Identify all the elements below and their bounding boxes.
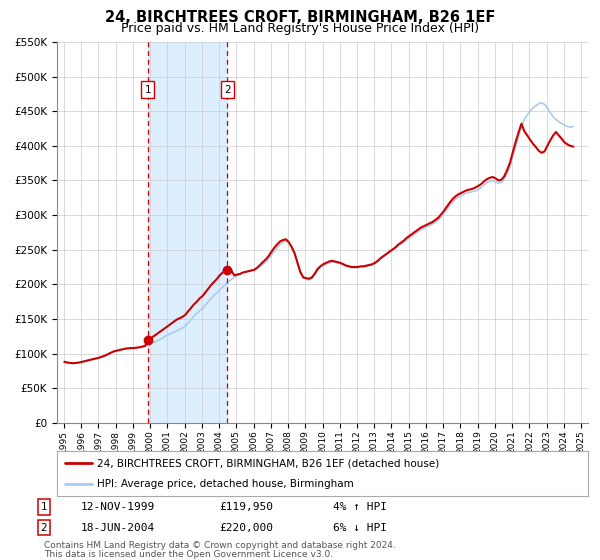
Text: HPI: Average price, detached house, Birmingham: HPI: Average price, detached house, Birm… (97, 479, 353, 489)
Text: 1: 1 (145, 85, 151, 95)
Text: 2: 2 (40, 522, 47, 533)
Text: This data is licensed under the Open Government Licence v3.0.: This data is licensed under the Open Gov… (44, 550, 333, 559)
Text: 18-JUN-2004: 18-JUN-2004 (81, 522, 155, 533)
Text: 24, BIRCHTREES CROFT, BIRMINGHAM, B26 1EF (detached house): 24, BIRCHTREES CROFT, BIRMINGHAM, B26 1E… (97, 458, 439, 468)
Bar (148, 42, 227, 423)
Text: Price paid vs. HM Land Registry's House Price Index (HPI): Price paid vs. HM Land Registry's House … (121, 22, 479, 35)
Text: 12-NOV-1999: 12-NOV-1999 (81, 502, 155, 512)
Text: 2: 2 (224, 85, 230, 95)
Text: £220,000: £220,000 (219, 522, 273, 533)
Text: 4% ↑ HPI: 4% ↑ HPI (333, 502, 387, 512)
Text: 24, BIRCHTREES CROFT, BIRMINGHAM, B26 1EF: 24, BIRCHTREES CROFT, BIRMINGHAM, B26 1E… (105, 10, 495, 25)
Text: 6% ↓ HPI: 6% ↓ HPI (333, 522, 387, 533)
Text: £119,950: £119,950 (219, 502, 273, 512)
Text: 1: 1 (40, 502, 47, 512)
Text: Contains HM Land Registry data © Crown copyright and database right 2024.: Contains HM Land Registry data © Crown c… (44, 542, 395, 550)
